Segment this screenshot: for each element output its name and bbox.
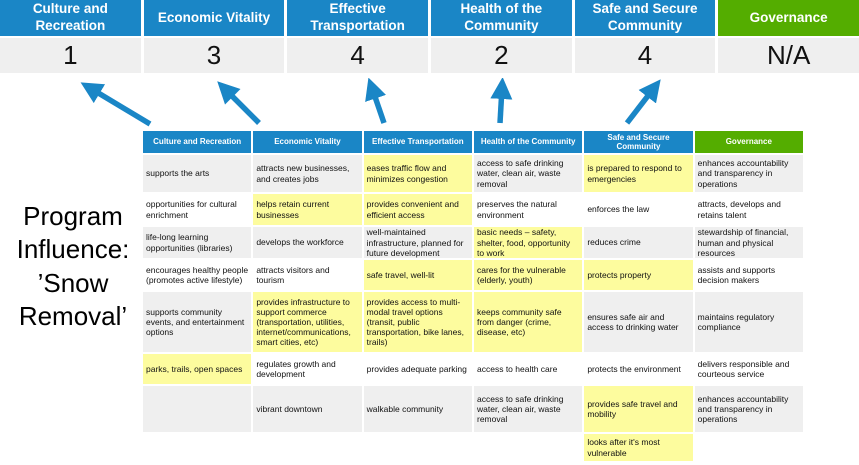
matrix-cell: access to health care xyxy=(474,354,583,384)
matrix-cell: opportunities for cultural enrichment xyxy=(143,194,252,225)
summary-column-health-of-the-community: Health of the Community 2 xyxy=(431,0,572,73)
matrix-header-health-of-the-community: Health of the Community xyxy=(474,131,583,153)
influence-arrows xyxy=(80,78,661,127)
matrix-header-governance: Governance xyxy=(694,131,803,153)
summary-column-governance: Governance N/A xyxy=(718,0,859,73)
matrix-cell: access to safe drinking water, clean air… xyxy=(474,155,583,192)
matrix-header-culture-and-recreation: Culture and Recreation xyxy=(143,131,252,153)
matrix-cell: encourages healthy people (promotes acti… xyxy=(143,260,252,290)
summary-score-effective-transportation: 4 xyxy=(287,38,428,73)
matrix-cell: is prepared to respond to emergencies xyxy=(584,155,693,192)
influence-arrow-transportation xyxy=(365,78,387,124)
matrix-cell: helps retain current businesses xyxy=(253,194,362,225)
summary-score-economic-vitality: 3 xyxy=(143,38,285,73)
matrix-header-effective-transportation: Effective Transportation xyxy=(363,131,472,153)
matrix-cell: delivers responsible and courteous servi… xyxy=(694,354,803,384)
matrix-cell: attracts new businesses, and creates job… xyxy=(253,155,362,192)
matrix-cell: provides adequate parking xyxy=(363,354,472,384)
summary-header-economic-vitality: Economic Vitality xyxy=(143,0,285,36)
matrix-cell xyxy=(143,434,252,461)
matrix-cell: attracts, develops and retains talent xyxy=(694,194,803,225)
matrix-header-economic-vitality: Economic Vitality xyxy=(253,131,362,153)
matrix-cell: supports the arts xyxy=(143,155,252,192)
program-title-line: Influence: xyxy=(16,234,130,265)
matrix-cell xyxy=(143,386,252,432)
matrix-cell: protects the environment xyxy=(584,354,693,384)
matrix-cell: access to safe drinking water, clean air… xyxy=(474,386,583,432)
matrix-cell: eases traffic flow and minimizes congest… xyxy=(363,155,472,192)
summary-header-safe-and-secure-community: Safe and Secure Community xyxy=(574,0,716,36)
summary-score-safe-and-secure-community: 4 xyxy=(574,38,716,73)
program-title: Program Influence: ’Snow Removal’ xyxy=(0,200,146,333)
matrix-cell: enhances accountability and transparency… xyxy=(694,155,803,192)
summary-score-culture-and-recreation: 1 xyxy=(0,38,141,73)
matrix-cell: enforces the law xyxy=(584,194,693,225)
matrix-cell: walkable community xyxy=(363,386,472,432)
matrix-cell xyxy=(694,434,803,461)
matrix-cell: stewardship of financial, human and phys… xyxy=(694,227,803,258)
summary-header-effective-transportation: Effective Transportation xyxy=(287,0,428,36)
matrix-cell: provides infrastructure to support comme… xyxy=(253,292,362,352)
matrix-cell xyxy=(474,434,583,461)
matrix-cell: develops the workforce xyxy=(253,227,362,258)
matrix-cell: parks, trails, open spaces xyxy=(143,354,252,384)
matrix-cell: well-maintained infrastructure, planned … xyxy=(363,227,472,258)
matrix-cell: supports community events, and entertain… xyxy=(143,292,252,352)
influence-matrix: Culture and Recreation Economic Vitality E… xyxy=(143,131,803,461)
matrix-cell: protects property xyxy=(584,260,693,290)
program-title-line: Removal’ xyxy=(18,300,128,331)
matrix-cell: enhances accountability and transparency… xyxy=(694,386,803,432)
matrix-cell xyxy=(363,434,472,461)
summary-score-health-of-the-community: 2 xyxy=(431,38,572,73)
matrix-header-safe-and-secure-community: Safe and Secure Community xyxy=(584,131,693,153)
matrix-cell: looks after it's most vulnerable xyxy=(584,434,693,461)
summary-column-safe-and-secure-community: Safe and Secure Community 4 xyxy=(574,0,716,73)
summary-header-health-of-the-community: Health of the Community xyxy=(431,0,572,36)
summary-banner: Culture and Recreation 1 Economic Vitality… xyxy=(0,0,859,73)
summary-column-culture-and-recreation: Culture and Recreation 1 xyxy=(0,0,141,73)
summary-header-governance: Governance xyxy=(718,0,859,36)
influence-arrow-health xyxy=(490,78,513,124)
matrix-cell: reduces crime xyxy=(584,227,693,258)
summary-column-effective-transportation: Effective Transportation 4 xyxy=(287,0,428,73)
matrix-cell: provides convenient and efficient access xyxy=(363,194,472,225)
matrix-cell: preserves the natural environment xyxy=(474,194,583,225)
matrix-cell: regulates growth and development xyxy=(253,354,362,384)
matrix-cell xyxy=(253,434,362,461)
program-title-line: ’Snow xyxy=(37,267,109,298)
matrix-cell: provides safe travel and mobility xyxy=(584,386,693,432)
matrix-cell: safe travel, well-lit xyxy=(363,260,472,290)
matrix-cell: ensures safe air and access to drinking … xyxy=(584,292,693,352)
influence-arrow-safe xyxy=(624,79,661,125)
summary-score-governance: N/A xyxy=(718,38,859,73)
matrix-cell: cares for the vulnerable (elderly, youth… xyxy=(474,260,583,290)
influence-arrow-culture xyxy=(80,82,152,127)
program-title-line: Program xyxy=(23,201,123,231)
matrix-cell: assists and supports decision makers xyxy=(694,260,803,290)
influence-arrow-economic xyxy=(217,81,261,125)
matrix-cell: provides access to multi-modal travel op… xyxy=(363,292,472,352)
matrix-cell: attracts visitors and tourism xyxy=(253,260,362,290)
matrix-cell: keeps community safe from danger (crime,… xyxy=(474,292,583,352)
matrix-cell: maintains regulatory compliance xyxy=(694,292,803,352)
matrix-cell: basic needs – safety, shelter, food, opp… xyxy=(474,227,583,258)
matrix-cell: vibrant downtown xyxy=(253,386,362,432)
matrix-cell: life-long learning opportunities (librar… xyxy=(143,227,252,258)
summary-column-economic-vitality: Economic Vitality 3 xyxy=(143,0,285,73)
summary-header-culture-and-recreation: Culture and Recreation xyxy=(0,0,141,36)
